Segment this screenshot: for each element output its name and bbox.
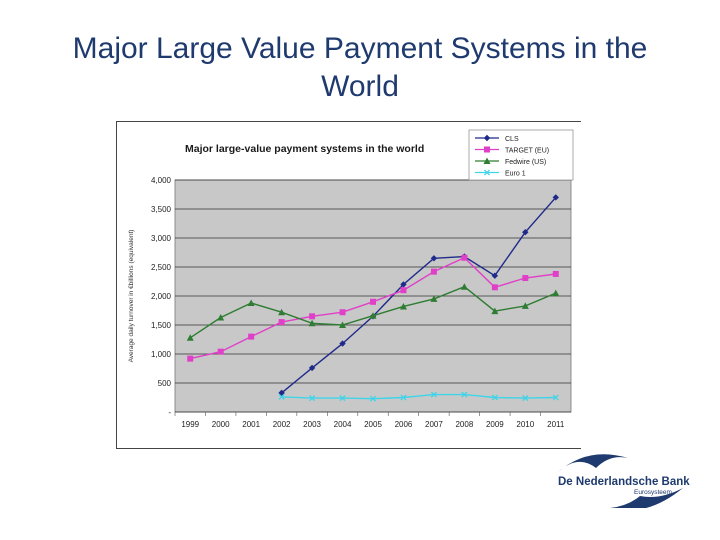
data-point [278,393,285,400]
y-tick-label: 1,000 [151,350,172,359]
y-tick-label: - [168,408,171,417]
y-tick-label: 3,000 [151,234,172,243]
data-point [399,302,407,310]
line-chart: Major large-value payment systems in the… [128,129,574,429]
data-point [278,319,285,326]
x-tick-label: 2004 [334,420,352,429]
data-point [552,394,559,401]
dnb-logo: De Nederlandsche Bank Eurosysteem [548,448,698,508]
data-point [491,307,499,315]
data-point [461,391,468,398]
x-tick-label: 2000 [212,420,230,429]
logo-subtitle: Eurosysteem [634,489,672,496]
x-tick-label: 2001 [242,420,260,429]
data-point [522,395,529,402]
legend-label: CLS [505,136,519,143]
data-point [370,298,376,305]
legend-item: TARGET (EU) [475,146,549,155]
data-point [186,334,194,341]
data-point [522,275,529,282]
x-tick-label: 2005 [364,420,382,429]
y-tick-label: 2,000 [151,292,172,301]
data-point [400,281,407,288]
x-tick-label: 2011 [547,420,565,429]
data-point [247,299,255,306]
data-point [484,146,490,153]
logo-name: De Nederlandsche Bank [558,476,690,488]
data-point [400,394,407,401]
data-point [491,394,498,401]
y-tick-label: 500 [158,379,172,388]
data-point [309,395,316,402]
series-euro-1 [278,391,559,402]
chart-title: Major large-value payment systems in the… [185,143,424,155]
series-fedwire-us [186,283,560,341]
x-tick-label: 2002 [273,420,291,429]
data-point [308,319,316,327]
data-point [491,272,499,279]
data-point [552,289,560,297]
x-tick-label: 2006 [395,420,413,429]
legend-label: Euro 1 [505,171,526,178]
series-line [281,393,556,400]
slide-title: Major Large Value Payment Systems in the… [72,32,648,103]
data-point [461,254,468,261]
data-point [369,395,377,402]
data-point [491,284,498,291]
x-tick-label: 1999 [181,420,199,429]
series-target-eu [187,254,559,362]
data-point [521,302,529,309]
data-point [430,295,438,302]
data-point [339,340,346,347]
legend-item: Fedwire (US) [475,157,546,166]
data-point [400,287,407,294]
data-point [248,333,255,340]
data-point [369,312,377,319]
x-tick-label: 2009 [486,420,504,429]
chart-frame: Major large-value payment systems in the… [116,121,581,449]
data-point [430,255,438,262]
y-tick-label: 2,500 [151,263,172,272]
y-tick-label: 1,500 [151,321,172,330]
data-point [217,313,225,321]
x-tick-label: 2007 [425,420,443,429]
data-point [339,321,347,328]
data-point [483,157,491,164]
data-point [339,395,346,402]
data-point [339,309,346,316]
logo-swoosh-icon [558,454,683,508]
data-point [430,268,437,275]
data-point [217,348,224,355]
data-point [552,270,559,277]
x-tick-label: 2008 [455,420,473,429]
data-point [483,169,491,176]
legend-item: Euro 1 [475,169,526,178]
data-point [460,283,468,290]
data-point [308,364,316,372]
series-line [281,196,557,394]
y-axis-title: Average daily turnover in €billions (equ… [128,230,135,363]
legend-label: Fedwire (US) [505,159,546,166]
data-point [187,355,194,362]
y-tick-label: 4,000 [151,176,172,185]
x-tick-label: 2010 [516,420,534,429]
data-point [278,308,286,316]
legend-label: TARGET (EU) [505,148,549,155]
y-tick-label: 3,500 [151,205,172,214]
x-tick-label: 2003 [303,420,321,429]
data-point [309,313,316,320]
data-point [430,391,437,398]
